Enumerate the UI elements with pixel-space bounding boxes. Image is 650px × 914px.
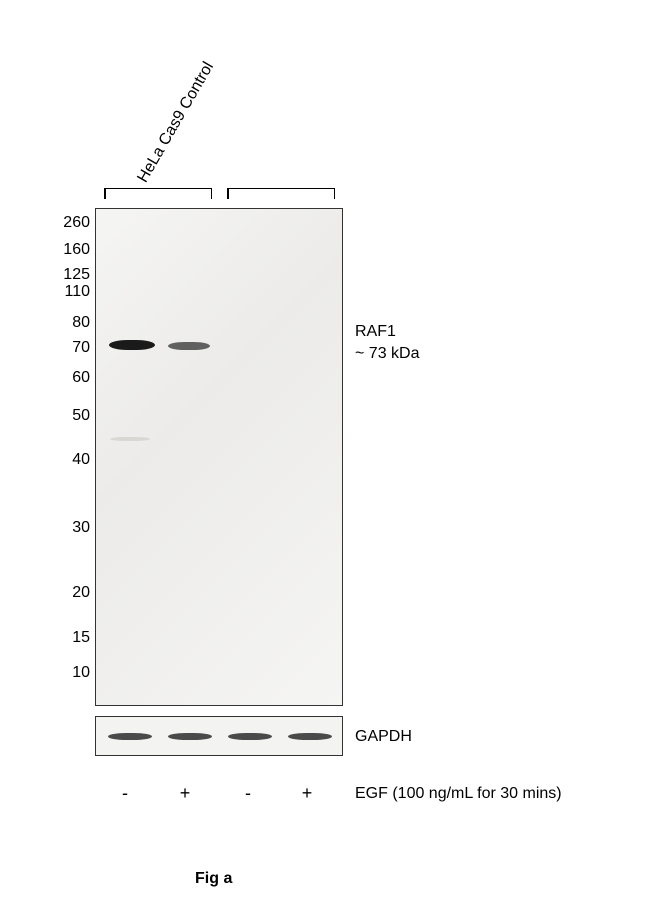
faint-band <box>110 437 150 441</box>
mw-tick: 50 <box>40 407 90 425</box>
treatment-symbol: + <box>175 783 195 804</box>
raf1-band <box>109 340 155 350</box>
mw-tick: 70 <box>40 339 90 357</box>
mw-tick: 110 <box>40 283 90 301</box>
loading-control-label: GAPDH <box>355 728 412 746</box>
gapdh-band <box>288 733 332 740</box>
bracket-group-2 <box>227 188 335 189</box>
gapdh-band <box>108 733 152 740</box>
target-protein-label: RAF1 <box>355 323 396 341</box>
mw-tick: 40 <box>40 451 90 469</box>
treatment-symbol: - <box>238 783 258 804</box>
figure-caption: Fig a <box>195 870 232 888</box>
mw-tick: 15 <box>40 629 90 647</box>
gapdh-band <box>228 733 272 740</box>
blot-main-raf1 <box>95 208 343 706</box>
sample-group-1-label: HeLa Cas9 Control <box>134 59 218 186</box>
mw-tick: 160 <box>40 241 90 259</box>
treatment-symbol: - <box>115 783 135 804</box>
mw-tick: 30 <box>40 519 90 537</box>
mw-tick: 60 <box>40 369 90 387</box>
target-protein-mw: ~ 73 kDa <box>355 345 419 363</box>
raf1-band <box>168 342 210 350</box>
mw-tick: 125 <box>40 266 90 284</box>
treatment-symbol: + <box>297 783 317 804</box>
bracket-group-1 <box>104 188 212 189</box>
mw-tick: 80 <box>40 314 90 332</box>
mw-tick: 20 <box>40 584 90 602</box>
figure-container: HeLa Cas9 Control 260 160 125110 80 70 60 50 40… <box>0 0 650 914</box>
treatment-label: EGF (100 ng/mL for 30 mins) <box>355 785 562 803</box>
mw-tick: 10 <box>40 664 90 682</box>
blot-loading-gapdh <box>95 716 343 756</box>
mw-tick: 260 <box>40 214 90 232</box>
gapdh-band <box>168 733 212 740</box>
